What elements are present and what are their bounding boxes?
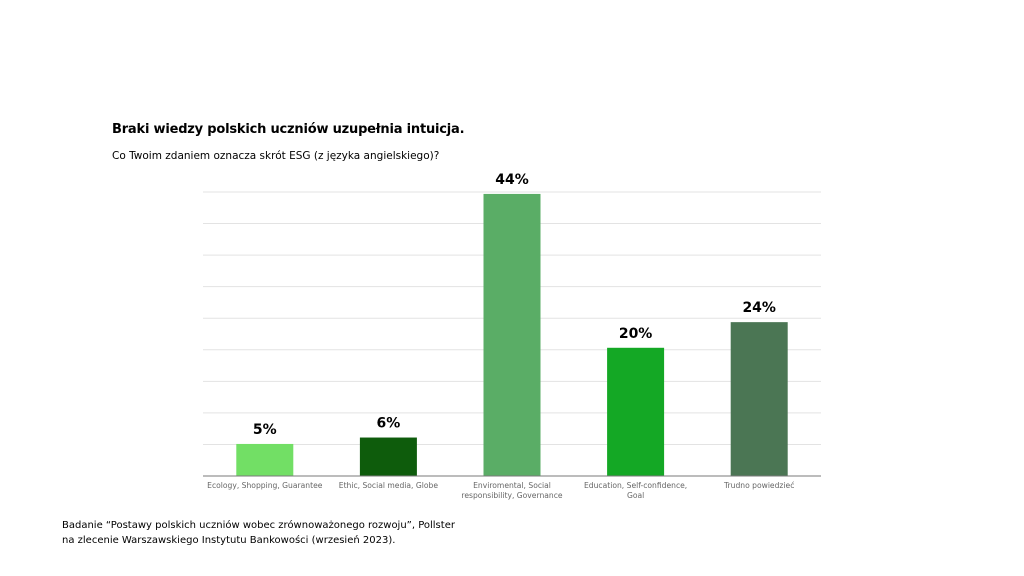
bar bbox=[607, 347, 665, 476]
data-label: 20% bbox=[619, 326, 653, 342]
category-label: Enviromental, Social bbox=[473, 481, 551, 490]
data-label: 24% bbox=[742, 300, 776, 316]
source-note: Badanie “Postawy polskich uczniów wobec … bbox=[62, 518, 455, 548]
source-line-1: Badanie “Postawy polskich uczniów wobec … bbox=[62, 520, 455, 531]
bar bbox=[359, 437, 417, 476]
category-label: responsibility, Governance bbox=[461, 491, 563, 500]
category-label: Goal bbox=[627, 491, 644, 500]
bar bbox=[236, 443, 294, 476]
bar bbox=[730, 322, 788, 476]
chart-title: Braki wiedzy polskich uczniów uzupełnia … bbox=[112, 122, 465, 137]
category-label: Ethic, Social media, Globe bbox=[339, 481, 439, 490]
category-label: Education, Self-confidence, bbox=[584, 481, 687, 490]
category-label: Ecology, Shopping, Guarantee bbox=[207, 481, 323, 490]
category-label: Trudno powiedzieć bbox=[723, 481, 794, 490]
data-label: 44% bbox=[495, 172, 529, 188]
data-label: 6% bbox=[377, 416, 401, 432]
source-line-2: na zlecenie Warszawskiego Instytutu Bank… bbox=[62, 535, 396, 546]
bar bbox=[483, 193, 541, 476]
chart-subtitle: Co Twoim zdaniem oznacza skrót ESG (z ję… bbox=[112, 150, 440, 162]
data-label: 5% bbox=[253, 422, 277, 438]
